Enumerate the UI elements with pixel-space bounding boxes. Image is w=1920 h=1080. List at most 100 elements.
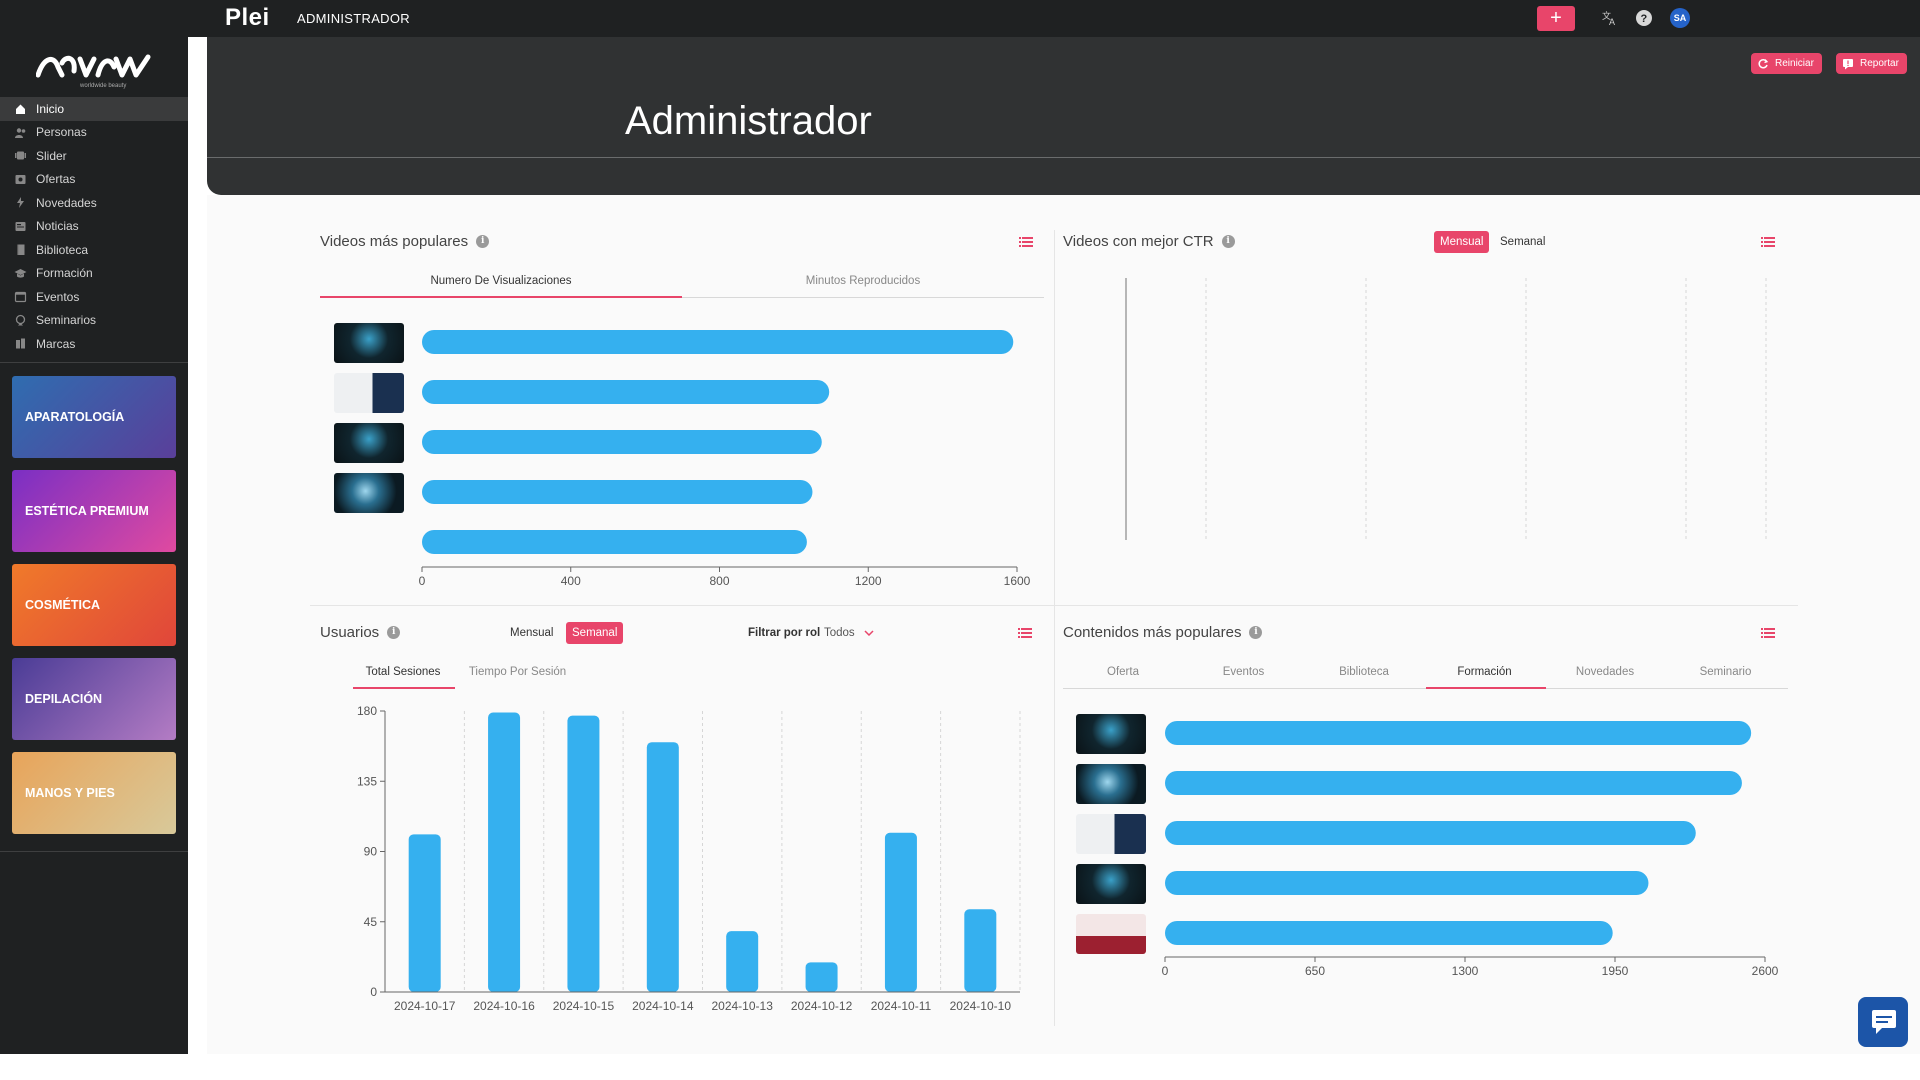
y-tick-label: 45 [364, 915, 378, 929]
ctr-toggle-weekly[interactable]: Semanal [1500, 236, 1546, 248]
category-label: DEPILACIÓN [25, 692, 103, 706]
help-icon[interactable]: ? [1635, 9, 1653, 27]
bar[interactable] [646, 742, 679, 992]
tab-total-sessions[interactable]: Total Sesiones [365, 666, 441, 678]
sidebar-item-inicio[interactable]: Inicio [0, 97, 188, 121]
sidebar-item-novedades[interactable]: Novedades [0, 191, 188, 215]
panel-divider [310, 605, 1798, 606]
tab-content-0[interactable]: Oferta [1107, 666, 1139, 678]
sidebar-item-marcas[interactable]: Marcas [0, 332, 188, 356]
sidebar-item-seminarios[interactable]: Seminarios [0, 309, 188, 333]
info-icon[interactable]: i [1249, 626, 1263, 639]
content-thumbnail[interactable] [1076, 714, 1146, 754]
bar[interactable] [884, 832, 917, 992]
bar[interactable] [422, 380, 830, 404]
bar[interactable] [1165, 871, 1649, 895]
info-icon[interactable]: i [476, 235, 490, 248]
video-thumbnail[interactable] [334, 323, 404, 363]
y-tick-label: 90 [364, 845, 378, 859]
tab-rule [1063, 688, 1788, 689]
report-label: Reportar [1860, 58, 1899, 69]
sidebar-item-slider[interactable]: Slider [0, 144, 188, 168]
info-icon[interactable]: i [387, 626, 401, 639]
tab-content-5[interactable]: Seminario [1699, 666, 1752, 678]
bar[interactable] [964, 909, 997, 992]
sidebar-item-ofertas[interactable]: Ofertas [0, 168, 188, 192]
bar[interactable] [422, 330, 1014, 354]
tab-minutes[interactable]: Minutos Reproducidos [805, 275, 921, 287]
role-filter-select[interactable]: Todos [824, 627, 874, 639]
video-thumbnail[interactable] [334, 373, 404, 413]
category-card[interactable]: APARATOLOGÍA [12, 376, 176, 458]
bar[interactable] [805, 962, 838, 992]
offers-icon [15, 174, 26, 184]
book-icon [17, 244, 25, 256]
bar[interactable] [1165, 821, 1696, 845]
chat-button[interactable] [1858, 997, 1908, 1047]
users-toggle-monthly[interactable]: Mensual [510, 627, 554, 639]
video-thumbnail[interactable] [334, 423, 404, 463]
tab-content-2[interactable]: Biblioteca [1339, 666, 1389, 678]
bar[interactable] [422, 480, 813, 504]
brand-logo-icon[interactable]: worldwide beauty [36, 45, 154, 91]
category-card[interactable]: MANOS Y PIES [12, 752, 176, 834]
category-card[interactable]: DEPILACIÓN [12, 658, 176, 740]
sidebar-item-personas[interactable]: Personas [0, 121, 188, 145]
app-title: ADMINISTRADOR [297, 11, 410, 26]
list-icon[interactable] [1761, 237, 1775, 247]
translate-icon[interactable]: 文A [1601, 9, 1619, 27]
bar[interactable] [488, 712, 521, 992]
report-button[interactable]: Reportar [1836, 53, 1907, 74]
tab-time-per-session[interactable]: Tiempo Por Sesión [468, 666, 567, 678]
bar[interactable] [422, 530, 807, 554]
category-card[interactable]: COSMÉTICA [12, 564, 176, 646]
sidebar-item-label: Personas [36, 125, 87, 140]
x-tick-label: 2024-10-15 [553, 999, 615, 1013]
sidebar: worldwide beauty Inicio Personas Slider Ofe… [0, 37, 188, 1054]
list-icon[interactable] [1018, 628, 1032, 638]
ctr-toggle-monthly[interactable]: Mensual [1434, 231, 1490, 253]
sidebar-item-eventos[interactable]: Eventos [0, 285, 188, 309]
sidebar-divider [0, 362, 188, 363]
users-toggle-weekly[interactable]: Semanal [566, 622, 624, 644]
logo-tagline: worldwide beauty [79, 83, 126, 89]
brand-logo[interactable]: Plei [225, 4, 270, 31]
bar[interactable] [1165, 721, 1752, 745]
video-thumbnail[interactable] [334, 473, 404, 513]
content-thumbnail[interactable] [1076, 914, 1146, 954]
tab-content-3[interactable]: Formación [1457, 666, 1512, 678]
popular-videos-chart: 0 400 800 1200 1600 [419, 330, 1031, 588]
category-card[interactable]: ESTÉTICA PREMIUM [12, 470, 176, 552]
bar[interactable] [726, 931, 759, 992]
bar[interactable] [1165, 771, 1742, 795]
x-tick-label: 0 [1162, 964, 1169, 978]
info-icon[interactable]: i [1221, 235, 1235, 248]
chat-icon [1872, 1010, 1896, 1034]
content-thumbnail[interactable] [1076, 864, 1146, 904]
tab-content-4[interactable]: Novedades [1575, 666, 1635, 678]
bar[interactable] [567, 715, 600, 992]
popular-videos-title-text: Videos más populares [320, 233, 469, 250]
restart-button[interactable]: Reiniciar [1751, 53, 1822, 74]
list-icon[interactable] [1019, 237, 1033, 247]
x-tick-label: 400 [561, 574, 581, 588]
x-tick-label: 2024-10-17 [394, 999, 456, 1013]
x-tick-label: 1200 [855, 574, 882, 588]
content-thumbnail[interactable] [1076, 764, 1146, 804]
sidebar-item-biblioteca[interactable]: Biblioteca [0, 238, 188, 262]
bar[interactable] [1165, 921, 1613, 945]
page-header: Administrador Reiniciar Reportar [207, 37, 1920, 195]
tab-content-1[interactable]: Eventos [1222, 666, 1265, 678]
user-avatar[interactable]: SA [1670, 8, 1690, 28]
bar[interactable] [408, 834, 441, 992]
tab-views[interactable]: Numero De Visualizaciones [430, 275, 572, 287]
sidebar-item-formacion[interactable]: Formación [0, 262, 188, 286]
sidebar-item-noticias[interactable]: Noticias [0, 215, 188, 239]
content-thumbnail[interactable] [1076, 814, 1146, 854]
add-button[interactable]: + [1537, 6, 1575, 31]
y-tick-label: 180 [357, 704, 377, 718]
list-icon[interactable] [1761, 628, 1775, 638]
x-tick-label: 2024-10-16 [473, 999, 535, 1013]
bar[interactable] [422, 430, 822, 454]
